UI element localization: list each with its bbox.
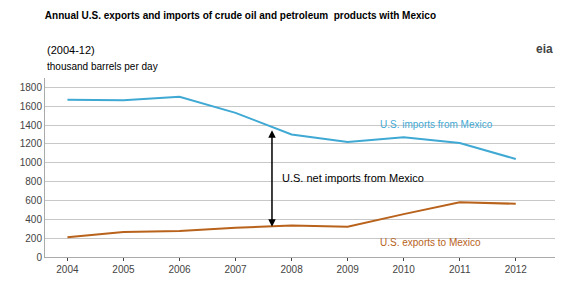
svg-text:1000: 1000: [20, 157, 43, 168]
svg-text:1800: 1800: [20, 82, 43, 93]
svg-text:400: 400: [25, 214, 42, 225]
svg-text:2009: 2009: [337, 264, 360, 275]
svg-text:U.S. net imports from Mexico: U.S. net imports from Mexico: [282, 172, 424, 184]
svg-text:2011: 2011: [449, 264, 471, 275]
svg-text:U.S. imports from Mexico: U.S. imports from Mexico: [380, 119, 493, 130]
svg-text:2008: 2008: [280, 264, 303, 275]
svg-text:800: 800: [25, 176, 42, 187]
svg-text:2010: 2010: [393, 264, 416, 275]
svg-text:2005: 2005: [112, 264, 135, 275]
svg-text:2007: 2007: [224, 264, 247, 275]
svg-text:2004: 2004: [56, 264, 79, 275]
svg-text:0: 0: [36, 252, 42, 263]
svg-text:U.S. exports to Mexico: U.S. exports to Mexico: [380, 237, 481, 248]
svg-text:1600: 1600: [20, 101, 43, 112]
svg-text:2012: 2012: [505, 264, 528, 275]
svg-text:eia: eia: [536, 42, 553, 56]
svg-text:thousand barrels per day: thousand barrels per day: [47, 61, 158, 72]
svg-text:(2004-12): (2004-12): [47, 44, 95, 56]
svg-text:1200: 1200: [20, 138, 43, 149]
svg-text:2006: 2006: [168, 264, 191, 275]
svg-text:200: 200: [25, 233, 42, 244]
svg-text:600: 600: [25, 195, 42, 206]
svg-text:1400: 1400: [20, 120, 43, 131]
svg-text:Annual U.S. exports and import: Annual U.S. exports and imports of crude…: [45, 10, 436, 21]
